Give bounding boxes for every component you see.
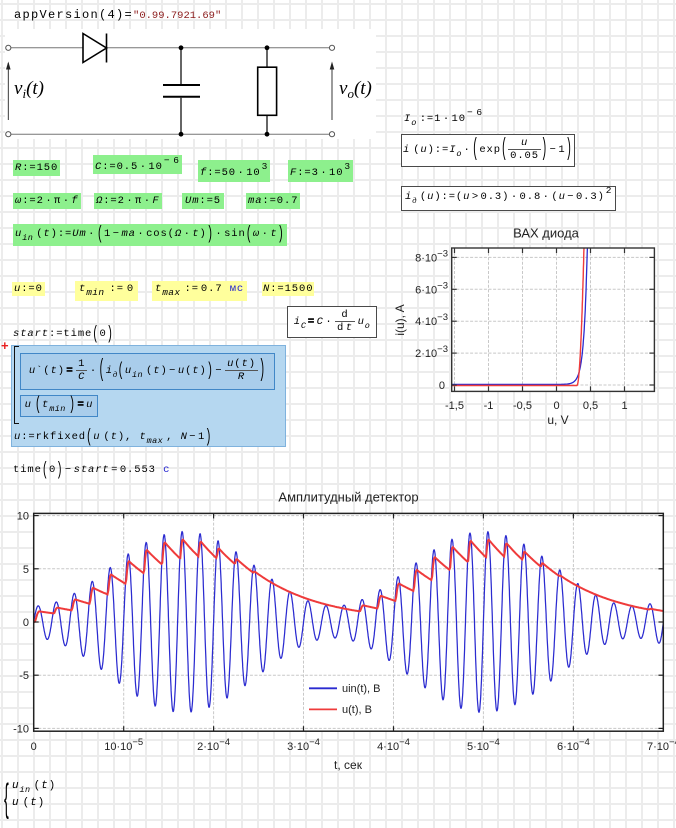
svg-text:5: 5 <box>23 564 29 576</box>
svg-text:0: 0 <box>439 380 445 392</box>
svg-text:4·10−4: 4·10−4 <box>377 737 410 753</box>
svg-text:3·10−4: 3·10−4 <box>287 737 320 753</box>
svg-text:7·10−4: 7·10−4 <box>647 737 676 753</box>
svg-text:u, V: u, V <box>547 413 568 427</box>
svg-text:5·10−4: 5·10−4 <box>467 737 500 753</box>
svg-text:Амплитудный детектор: Амплитудный детектор <box>278 490 418 505</box>
svg-text:-1: -1 <box>484 400 494 412</box>
svg-text:0: 0 <box>23 617 29 629</box>
svg-text:-1,5: -1,5 <box>445 400 464 412</box>
svg-text:0: 0 <box>553 400 559 412</box>
svg-text:8·10−3: 8·10−3 <box>415 248 448 264</box>
svg-text:6·10−3: 6·10−3 <box>415 280 448 296</box>
svg-text:ВАХ диода: ВАХ диода <box>513 226 580 241</box>
svg-text:4·10−3: 4·10−3 <box>415 312 448 328</box>
svg-text:2·10−3: 2·10−3 <box>415 344 448 360</box>
svg-text:uin(t), B: uin(t), B <box>342 683 381 695</box>
svg-text:10: 10 <box>17 511 29 523</box>
svg-text:i(u), A: i(u), A <box>393 304 407 335</box>
svg-text:0: 0 <box>31 741 37 753</box>
svg-text:1: 1 <box>621 400 627 412</box>
svg-text:-5: -5 <box>19 670 29 682</box>
svg-text:-10: -10 <box>13 723 29 735</box>
svg-text:u(t), B: u(t), B <box>342 704 372 716</box>
svg-text:10·10−5: 10·10−5 <box>104 737 143 753</box>
svg-text:t, сек: t, сек <box>334 758 363 772</box>
svg-text:0,5: 0,5 <box>583 400 598 412</box>
svg-text:-0,5: -0,5 <box>513 400 532 412</box>
svg-text:2·10−4: 2·10−4 <box>197 737 230 753</box>
svg-text:6·10−4: 6·10−4 <box>557 737 590 753</box>
